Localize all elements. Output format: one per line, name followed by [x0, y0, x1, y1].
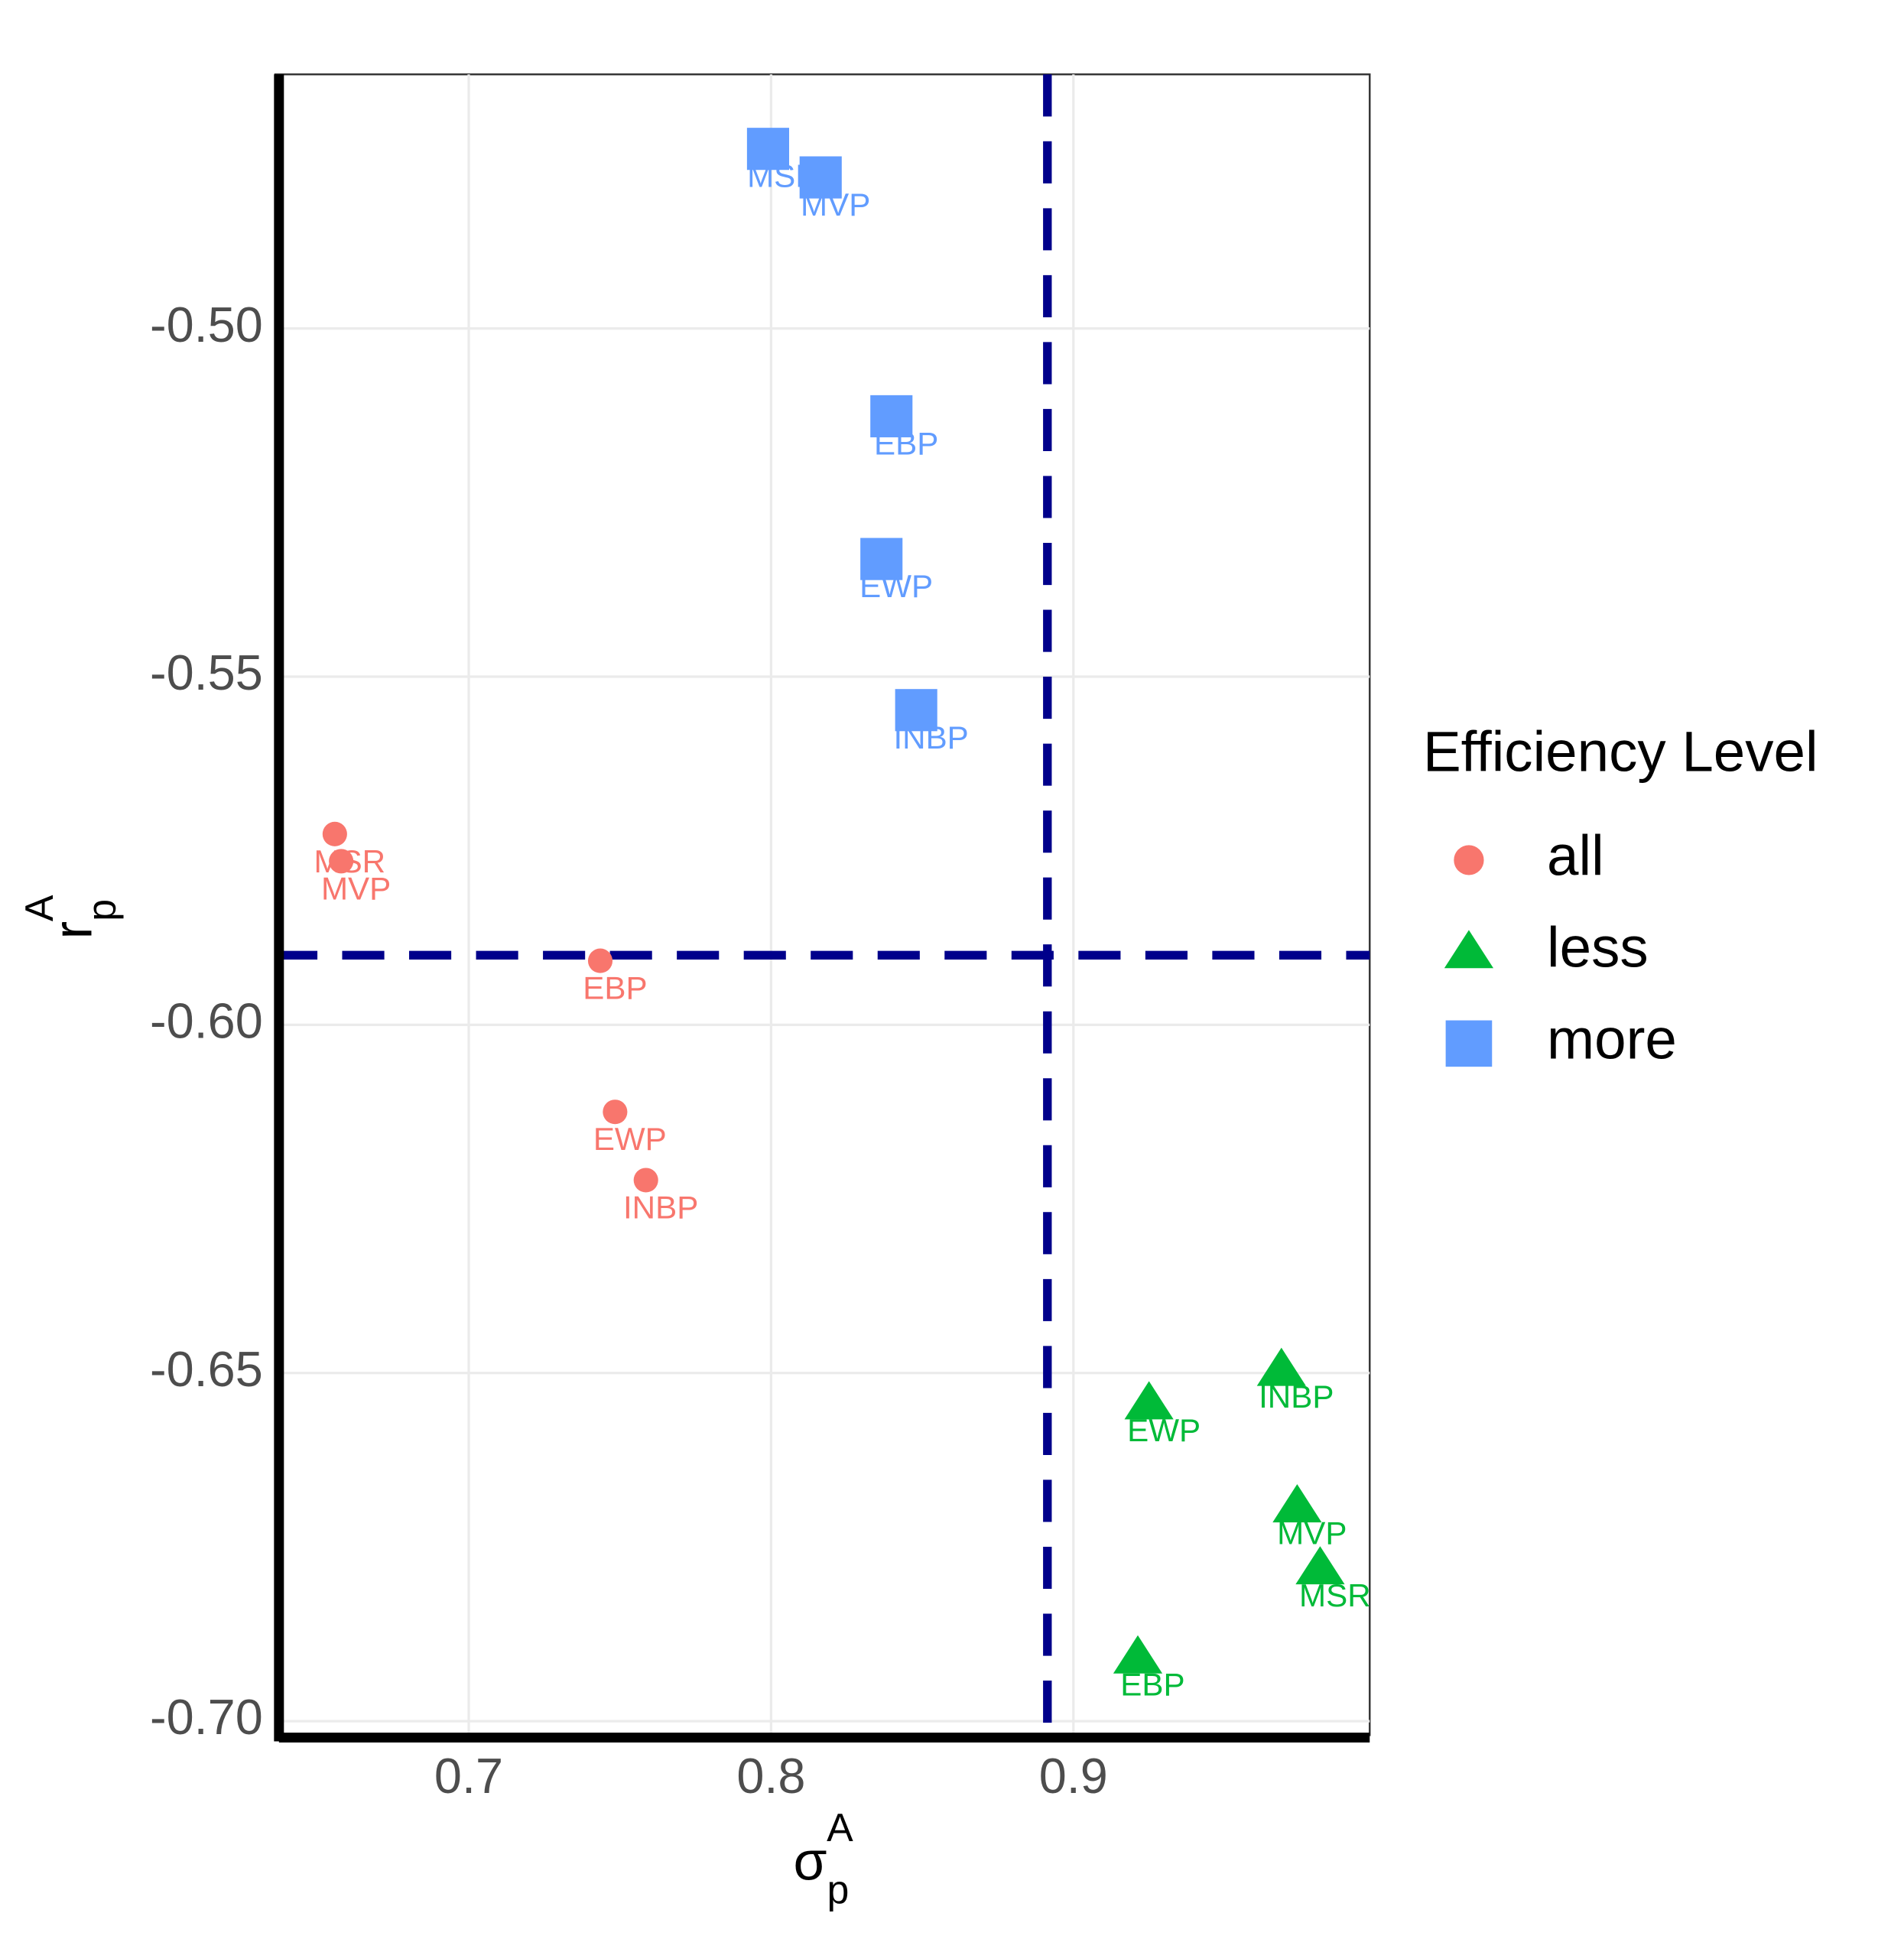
legend-label: all	[1547, 824, 1604, 888]
point-label: INBP	[1259, 1379, 1334, 1414]
y-title-sup: A	[17, 895, 61, 921]
point-label: EBP	[874, 425, 938, 461]
point	[1295, 1546, 1345, 1585]
point	[1113, 1635, 1163, 1674]
x-title-sub: p	[827, 1867, 850, 1911]
y-title-sub: p	[79, 899, 123, 921]
point	[1256, 1347, 1306, 1386]
point-label: EBP	[583, 970, 647, 1006]
point-label: INBP	[623, 1190, 698, 1226]
point	[799, 156, 842, 199]
legend: all less more	[1444, 824, 1677, 1071]
legend-key	[1445, 1020, 1493, 1067]
y-tick-label: -0.60	[150, 993, 263, 1049]
y-title-base: r	[42, 921, 103, 940]
points: MSRMVPEBPEWPINBPINBPEWPMVPMSREBPMSRMVPEB…	[314, 128, 1371, 1702]
x-title-sup: A	[827, 1805, 853, 1850]
legend-key	[1454, 845, 1484, 875]
point-label: MVP	[321, 870, 391, 906]
point-label: INBP	[893, 719, 968, 755]
point	[870, 395, 913, 437]
point	[587, 948, 613, 973]
point-label: EBP	[1120, 1666, 1184, 1702]
y-tick-label: -0.65	[150, 1341, 263, 1397]
point	[1124, 1381, 1174, 1420]
grid	[275, 74, 1370, 1736]
point-label: EWP	[593, 1121, 667, 1157]
point-label: MVP	[801, 187, 870, 222]
legend-title: Efficiency Level	[1423, 719, 1818, 783]
y-axis-title: rpA	[17, 895, 123, 939]
point-label: EWP	[859, 568, 933, 604]
point-label: MVP	[1277, 1515, 1347, 1551]
point-label: MSR	[1299, 1577, 1371, 1613]
legend-label: more	[1547, 1008, 1677, 1071]
y-tick-label: -0.55	[150, 645, 263, 700]
y-tick-label: -0.50	[150, 297, 263, 352]
panel	[274, 73, 1371, 1736]
x-axis-title: σpA	[794, 1805, 854, 1911]
ticks: 0.7 0.8 0.9 -0.50 -0.55 -0.60 -0.65 -0.70	[150, 297, 1108, 1804]
point	[329, 849, 354, 874]
y-tick-label: -0.70	[150, 1689, 263, 1745]
point	[603, 1099, 628, 1125]
legend-key	[1444, 930, 1494, 969]
point	[746, 128, 789, 171]
x-title-base: σ	[794, 1830, 827, 1892]
point	[1272, 1484, 1322, 1523]
point	[633, 1168, 658, 1193]
legend-label: less	[1547, 916, 1649, 979]
reference-lines	[275, 74, 1370, 1736]
point	[322, 821, 347, 846]
point-label: EWP	[1127, 1412, 1201, 1448]
point	[895, 689, 937, 732]
x-tick-label: 0.7	[434, 1748, 503, 1804]
x-tick-label: 0.8	[736, 1748, 805, 1804]
point	[860, 538, 903, 580]
x-tick-label: 0.9	[1039, 1748, 1108, 1804]
